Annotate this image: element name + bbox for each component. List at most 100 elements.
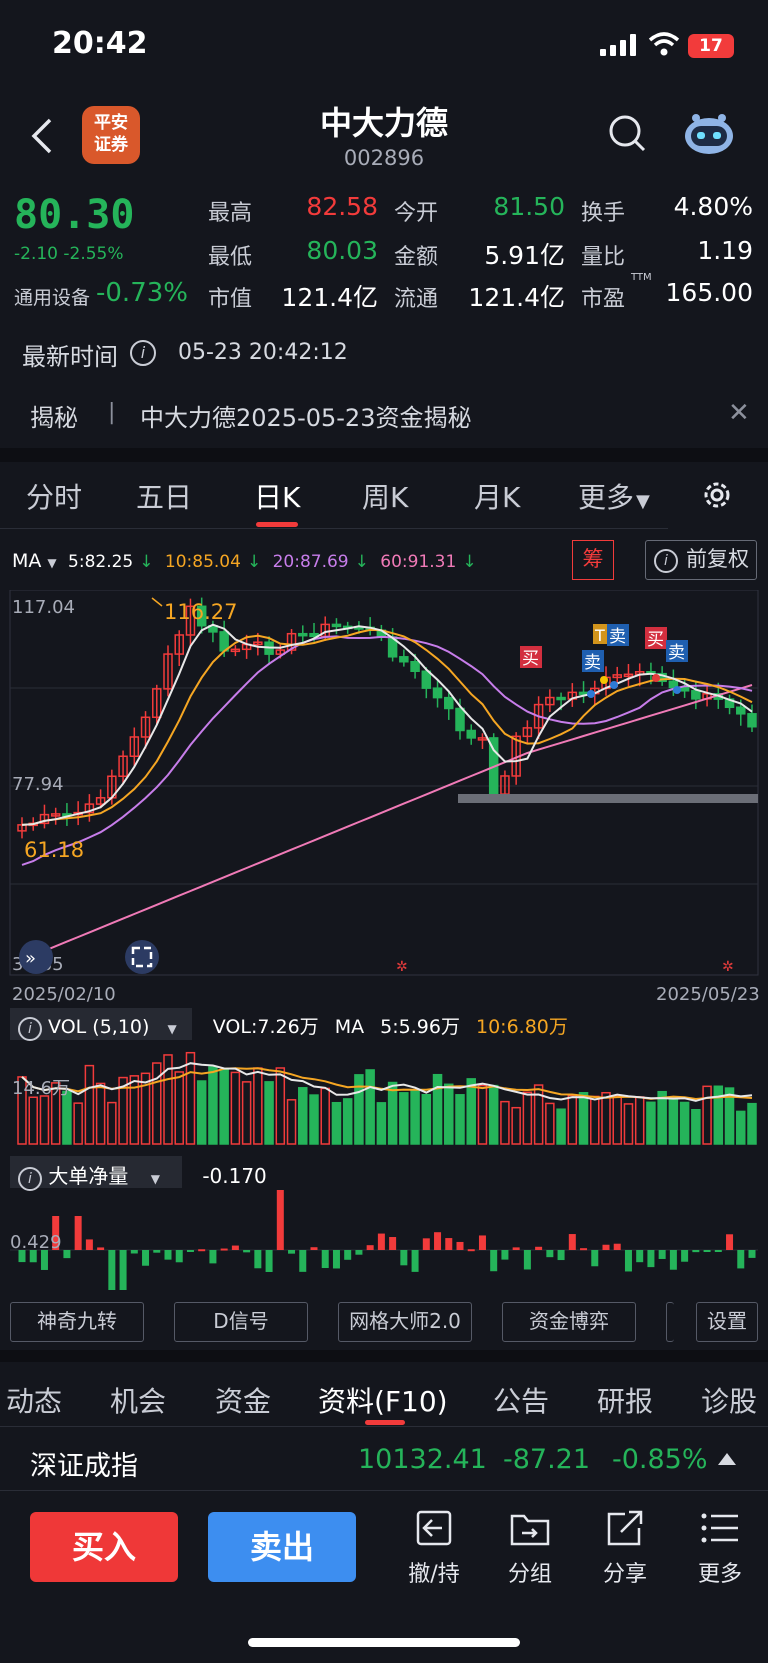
ma-label: MA: [12, 550, 42, 572]
ma20-line: [21, 635, 753, 866]
update-time-label: 最新时间: [22, 343, 118, 371]
quote-value: 1.19: [697, 236, 753, 265]
tab-f10[interactable]: 资料(F10): [318, 1385, 448, 1418]
more-label: 更多: [697, 1562, 742, 1587]
expand-left-button[interactable]: »: [19, 940, 53, 974]
tool-fund-game[interactable]: 资金博弈: [502, 1302, 636, 1342]
adjust-mode-button[interactable]: 前复权: [645, 540, 757, 580]
t-signal-badge[interactable]: T: [593, 624, 609, 645]
group-button[interactable]: 分组: [490, 1508, 570, 1588]
max-price-marker: 116.27: [164, 600, 237, 624]
section-divider: [0, 1350, 768, 1362]
quote-label: 换手: [581, 201, 626, 226]
ai-robot-icon[interactable]: [682, 112, 736, 156]
tab-monthly-k[interactable]: 月K: [474, 481, 521, 514]
tab-minute[interactable]: 分时: [26, 481, 83, 514]
tab-divider: [0, 528, 668, 529]
tab-funds[interactable]: 资金: [215, 1385, 272, 1418]
chip-distribution-button[interactable]: 筹: [572, 540, 614, 580]
tool-partial[interactable]: [666, 1302, 674, 1342]
vol-ma5-line: [21, 1062, 753, 1102]
volume-chart[interactable]: 14.6万: [0, 1040, 768, 1146]
reveal-tag[interactable]: 揭秘: [30, 404, 78, 432]
update-time-value: 05-23 20:42:12: [178, 340, 348, 365]
tab-five-day[interactable]: 五日: [136, 481, 193, 514]
sell-button[interactable]: 卖出: [208, 1512, 356, 1582]
vol-ma10: 10:6.80万: [476, 1016, 568, 1038]
index-name[interactable]: 深证成指: [30, 1451, 138, 1482]
ttm-superscript: TTM: [631, 272, 652, 283]
ma-legend[interactable]: MA ▼ 5:82.25 ↓ 10:85.04 ↓ 20:87.69 ↓ 60:91.3…: [12, 550, 483, 572]
tool-grid-master[interactable]: 网格大师2.0: [338, 1302, 472, 1342]
tool-settings[interactable]: 设置: [696, 1302, 758, 1342]
quote-label: 市值: [208, 287, 253, 312]
quote-label: 最低: [208, 245, 253, 270]
info-icon[interactable]: i: [130, 340, 156, 366]
tab-more[interactable]: 更多 ▼: [578, 476, 650, 516]
reveal-link[interactable]: 中大力德2025-05-23资金揭秘: [140, 404, 472, 432]
vol-value: VOL:7.26万: [212, 1016, 319, 1038]
home-indicator[interactable]: [248, 1638, 520, 1647]
big-order-chart[interactable]: 0.429: [0, 1188, 768, 1292]
quote-label: 流通: [394, 287, 439, 312]
index-pct: -0.85%: [612, 1444, 708, 1475]
withdraw-button[interactable]: 撤/持: [394, 1508, 474, 1588]
ma20-value: 20:87.69: [272, 552, 349, 572]
price-change: -2.10 -2.55%: [14, 244, 124, 264]
stock-name: 中大力德: [319, 104, 448, 142]
buy-signal-badge[interactable]: 买: [520, 646, 542, 669]
gear-icon[interactable]: [700, 478, 734, 512]
sector-change[interactable]: -0.73%: [96, 278, 188, 308]
svg-text:T: T: [594, 626, 605, 645]
expand-up-icon[interactable]: [718, 1453, 736, 1465]
buy-button[interactable]: 买入: [30, 1512, 178, 1582]
volume-bars: [17, 1051, 757, 1145]
tab-announcement[interactable]: 公告: [493, 1385, 550, 1418]
sell-signal-badge[interactable]: 卖: [607, 624, 629, 647]
vol-axis-label: 14.6万: [12, 1078, 70, 1099]
sell-signal-badge[interactable]: 卖: [666, 640, 688, 663]
event-marker-icon[interactable]: ✲: [396, 959, 408, 975]
menu-icon: [701, 1513, 738, 1543]
vol-label: VOL (5,10): [48, 1016, 150, 1038]
reveal-separator: |: [108, 400, 116, 425]
search-icon[interactable]: [608, 114, 648, 154]
big-order-legend: i 大单净量 ▼ -0.170: [18, 1160, 267, 1191]
share-button[interactable]: 分享: [585, 1508, 665, 1588]
tab-research[interactable]: 研报: [597, 1385, 654, 1418]
tab-weekly-k[interactable]: 周K: [362, 481, 409, 514]
stock-code: 002896: [343, 146, 425, 170]
tool-d-signal[interactable]: D信号: [174, 1302, 308, 1342]
event-marker-icon[interactable]: ✲: [722, 959, 734, 975]
withdraw-icon: [416, 1510, 452, 1546]
kline-chart[interactable]: 117.04 77.94 38.85 116.27 61.18 买 卖 T 卖 …: [0, 590, 768, 980]
tool-nine-turn[interactable]: 神奇九转: [10, 1302, 144, 1342]
sector-label[interactable]: 通用设备: [14, 287, 91, 309]
quote-value: 121.4亿: [281, 283, 378, 312]
svg-text:买: 买: [522, 649, 539, 669]
tab-opportunity[interactable]: 机会: [110, 1385, 167, 1418]
date-start: 2025/02/10: [12, 984, 116, 1005]
tab-daily-k[interactable]: 日K: [254, 481, 301, 514]
info-icon[interactable]: i: [18, 1017, 42, 1041]
index-value: 10132.41: [358, 1444, 487, 1475]
vol-ma10-line: [21, 1067, 753, 1101]
quote-label: 今开: [394, 201, 439, 226]
info-icon[interactable]: i: [18, 1167, 42, 1191]
fullscreen-button[interactable]: [125, 940, 159, 974]
section-divider: [0, 448, 768, 462]
withdraw-label: 撤/持: [408, 1562, 460, 1587]
tab-news[interactable]: 动态: [6, 1385, 63, 1418]
section-divider: [0, 1490, 768, 1491]
cellular-signal-icon: [600, 34, 636, 56]
share-icon: [607, 1510, 643, 1546]
sell-signal-badge[interactable]: 卖: [582, 650, 604, 673]
vol-ma5: 5:5.96万: [380, 1016, 460, 1038]
more-button[interactable]: 更多: [680, 1508, 760, 1588]
quote-value: 80.03: [306, 236, 378, 265]
close-icon[interactable]: ✕: [728, 398, 750, 428]
buy-signal-badge[interactable]: 买: [645, 627, 667, 650]
back-arrow-icon[interactable]: [28, 114, 58, 158]
quote-label: 金额: [394, 245, 439, 270]
tab-diagnosis[interactable]: 诊股: [701, 1385, 758, 1418]
